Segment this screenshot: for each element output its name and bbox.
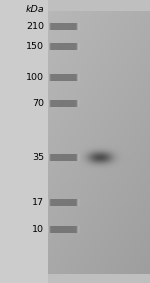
- Text: 100: 100: [26, 73, 44, 82]
- Text: 35: 35: [32, 153, 44, 162]
- Text: 210: 210: [26, 22, 44, 31]
- Text: 17: 17: [32, 198, 44, 207]
- Text: 10: 10: [32, 225, 44, 234]
- Text: 70: 70: [32, 99, 44, 108]
- Text: 150: 150: [26, 42, 44, 51]
- Text: kDa: kDa: [26, 5, 44, 14]
